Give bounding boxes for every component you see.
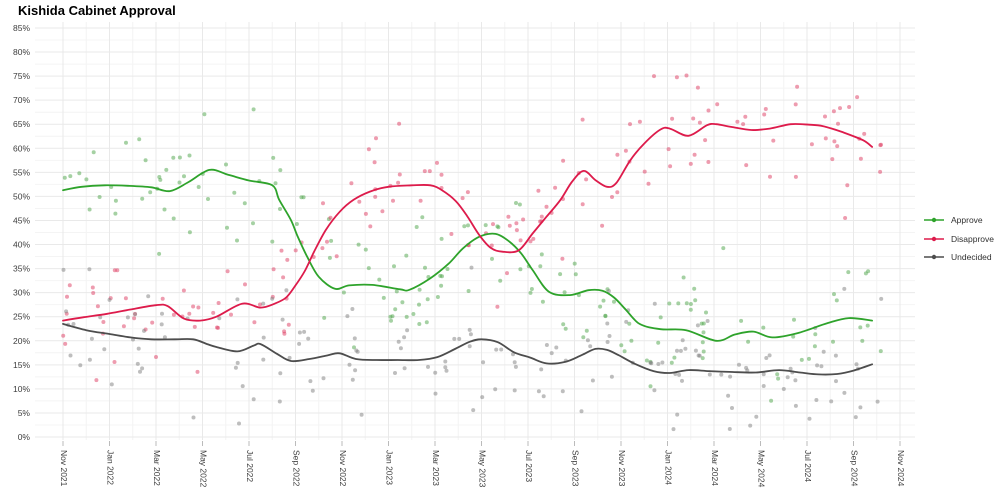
x-axis-tick-label: Sep 2022 (292, 450, 302, 487)
y-axis-tick-label: 70% (13, 95, 30, 105)
disapprove-line-marker-icon (924, 236, 944, 241)
y-axis-labels: 0% 5% 10% 15% 20% 25% 30% 35% 40% 45% 50% 55% 60% 65%… (13, 23, 30, 442)
y-axis-tick-label: 20% (13, 336, 30, 346)
undecided-line-marker-icon (924, 255, 944, 260)
y-axis-tick-label: 5% (18, 408, 31, 418)
scatter-undecided (61, 265, 884, 432)
scatter-points (61, 73, 884, 432)
y-axis-tick-label: 30% (13, 288, 30, 298)
legend-label-undecided: Undecided (951, 252, 992, 262)
grid-major (35, 22, 915, 440)
x-axis-labels: Nov 2021 Jan 2022 Mar 2022 May 2022 Jul 2022… (59, 441, 906, 488)
grid-minor (35, 22, 915, 440)
approve-line-marker-icon (924, 218, 944, 223)
x-axis-tick-label: Nov 2022 (338, 450, 348, 487)
y-axis-tick-label: 80% (13, 47, 30, 57)
x-axis-tick-label: Jan 2023 (385, 450, 395, 485)
x-axis-tick-label: May 2022 (199, 450, 209, 488)
x-axis-tick-label: Sep 2023 (571, 450, 581, 487)
legend-item-undecided: Undecided (924, 253, 994, 262)
x-axis-tick-label: Jan 2022 (106, 450, 116, 485)
y-axis-tick-label: 35% (13, 264, 30, 274)
x-axis-tick-label: Jul 2024 (803, 450, 813, 482)
y-axis-tick-label: 45% (13, 215, 30, 225)
trend-line-undecided (62, 323, 873, 376)
trend-line-approve (62, 168, 873, 342)
trend-lines (62, 122, 873, 376)
legend-item-disapprove: Disapprove (924, 233, 994, 244)
legend-label-approve: Approve (951, 215, 983, 225)
y-axis-tick-label: 50% (13, 191, 30, 201)
x-axis-tick-label: Mar 2022 (152, 450, 162, 486)
y-axis-tick-label: 40% (13, 240, 30, 250)
x-axis-tick-label: Nov 2021 (59, 450, 69, 487)
x-axis-tick-label: Mar 2023 (431, 450, 441, 486)
legend-label-disapprove: Disapprove (951, 233, 994, 244)
x-axis-tick-label: May 2023 (478, 450, 488, 488)
x-axis-tick-label: Nov 2024 (896, 450, 906, 487)
y-axis-tick-label: 75% (13, 71, 30, 81)
y-axis-tick-label: 15% (13, 360, 30, 370)
x-axis-tick-label: Jul 2023 (524, 450, 534, 482)
trend-line-disapprove (62, 122, 873, 322)
y-axis-tick-label: 25% (13, 312, 30, 322)
page-title: Kishida Cabinet Approval (18, 3, 176, 18)
x-axis-tick-label: Nov 2023 (617, 450, 627, 487)
x-axis-tick-label: Mar 2024 (710, 450, 720, 486)
y-axis-tick-label: 0% (18, 432, 31, 442)
x-axis-tick-label: May 2024 (757, 450, 767, 488)
x-axis-tick-label: Sep 2024 (850, 450, 860, 487)
x-axis-tick-label: Jul 2022 (245, 450, 255, 482)
legend-item-approve: Approve (924, 216, 994, 225)
y-axis-tick-label: 55% (13, 167, 30, 177)
legend: Approve Disapprove Undecided (924, 216, 994, 262)
scatter-disapprove (61, 73, 883, 383)
y-axis-tick-label: 10% (13, 384, 30, 394)
y-axis-tick-label: 60% (13, 143, 30, 153)
x-axis-tick-label: Jan 2024 (664, 450, 674, 485)
scatter-approve (62, 107, 883, 403)
y-axis-tick-label: 65% (13, 119, 30, 129)
y-axis-tick-label: 85% (13, 23, 30, 33)
